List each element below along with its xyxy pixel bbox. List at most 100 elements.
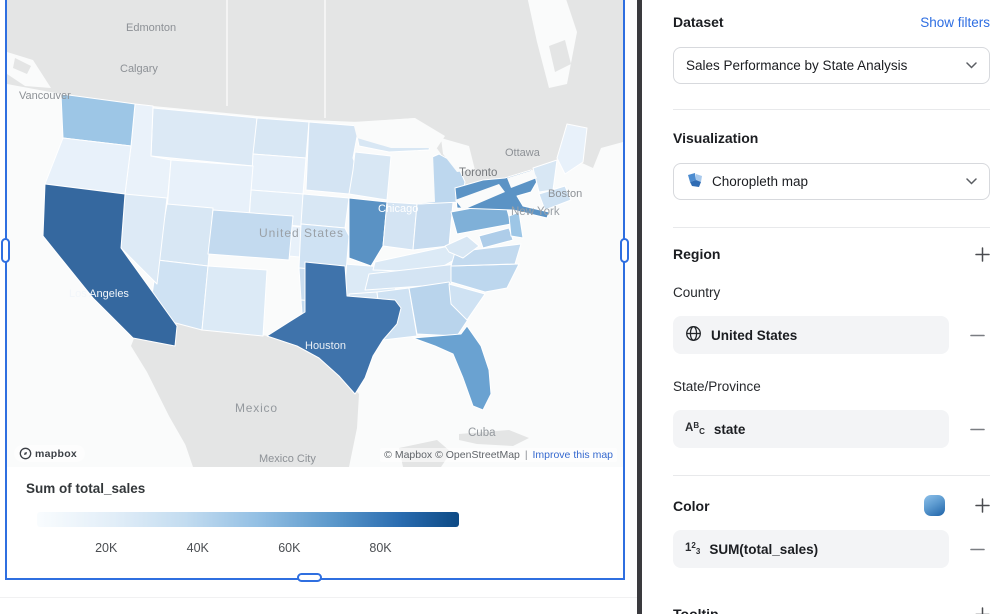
improve-map-link[interactable]: Improve this map <box>532 449 613 461</box>
add-color-field-button[interactable] <box>975 498 990 513</box>
resize-handle-bottom[interactable] <box>297 573 322 582</box>
lake-huron <box>441 138 475 172</box>
dataset-select[interactable]: Sales Performance by State Analysis <box>673 47 990 84</box>
state-province-label: State/Province <box>673 379 761 394</box>
section-divider <box>673 227 990 228</box>
legend-tick-label: 20K <box>95 541 118 555</box>
visualization-header-row: Visualization <box>673 130 990 146</box>
color-gradient-swatch[interactable] <box>924 495 945 516</box>
lake-ontario <box>507 170 537 188</box>
country-field-pill[interactable]: United States <box>673 316 949 354</box>
great-lakes <box>353 118 537 210</box>
remove-country-field-button[interactable] <box>970 334 985 337</box>
state-nd <box>252 117 310 159</box>
state-co <box>207 209 294 261</box>
chevron-down-icon <box>966 62 977 69</box>
legend-tick-label: 60K <box>278 541 301 555</box>
choropleth-map[interactable]: CanadaEdmontonCalgaryVancouverOttawaToro… <box>7 0 623 467</box>
region-header-row: Region <box>673 246 990 262</box>
remove-state-field-button[interactable] <box>970 428 985 431</box>
color-field-value: SUM(total_sales) <box>709 541 819 557</box>
dataset-select-value: Sales Performance by State Analysis <box>686 58 908 73</box>
mexico-mainland <box>147 314 359 467</box>
panel-resize-divider[interactable] <box>637 0 642 614</box>
state-mo <box>298 223 350 273</box>
state-wi <box>348 151 392 201</box>
legend-tick-label: 80K <box>369 541 392 555</box>
globe-icon <box>685 325 702 345</box>
country-label: Country <box>673 285 721 300</box>
map-attribution: © Mapbox © OpenStreetMap | Improve this … <box>380 448 617 462</box>
legend-title: Sum of total_sales <box>26 481 146 496</box>
island <box>13 58 31 74</box>
visualization-select[interactable]: Choropleth map <box>673 163 990 200</box>
mapbox-attribution-link[interactable]: © Mapbox <box>384 449 433 461</box>
color-header-row: Color <box>673 495 990 516</box>
us-choropleth-svg[interactable] <box>7 0 623 467</box>
visualization-select-value: Choropleth map <box>712 174 809 189</box>
state-nj <box>508 211 524 239</box>
lake-michigan <box>415 150 435 204</box>
legend-ticks: 20K 40K 60K 80K <box>37 541 459 557</box>
show-filters-link[interactable]: Show filters <box>920 14 990 30</box>
state-sc <box>448 283 486 321</box>
map-legend: Sum of total_sales 20K 40K 60K 80K <box>7 467 623 577</box>
state-ca <box>42 183 178 347</box>
mapbox-logo-text: mapbox <box>35 447 78 460</box>
state-sd <box>250 153 307 195</box>
state-wv <box>444 235 480 259</box>
lake-erie <box>455 184 505 210</box>
minus-icon <box>970 334 985 336</box>
minus-icon <box>970 548 985 550</box>
section-divider <box>673 475 990 476</box>
dataset-header-row: Dataset Show filters <box>673 14 990 30</box>
remove-color-field-button[interactable] <box>970 548 985 551</box>
state-il <box>348 197 388 267</box>
state-md <box>478 227 514 249</box>
canada-landmass <box>7 0 623 190</box>
state-ia <box>300 193 350 229</box>
state-ma-ct <box>538 185 572 211</box>
lake-superior <box>353 118 445 148</box>
plus-icon <box>975 498 990 513</box>
attribution-separator: | <box>524 449 528 461</box>
region-heading: Region <box>673 246 721 262</box>
plus-icon <box>975 606 990 614</box>
legend-gradient-bar <box>37 512 459 527</box>
bay-island <box>549 40 571 72</box>
tooltip-heading: Tooltip <box>673 606 719 614</box>
country-field-value: United States <box>711 327 798 343</box>
osm-attribution-link[interactable]: © OpenStreetMap <box>435 449 520 461</box>
plus-icon <box>975 246 990 262</box>
country-field-row: United States <box>673 316 990 354</box>
canvas-gridline <box>0 597 637 598</box>
chevron-down-icon <box>966 178 977 185</box>
state-fl <box>412 325 492 411</box>
map-card[interactable]: CanadaEdmontonCalgaryVancouverOttawaToro… <box>5 0 625 580</box>
mapbox-logo-icon <box>19 447 32 460</box>
section-divider <box>673 109 990 110</box>
minus-icon <box>970 428 985 430</box>
state-field-value: state <box>713 421 746 437</box>
tooltip-header-row: Tooltip <box>673 606 990 614</box>
baja-peninsula <box>131 336 203 458</box>
mapbox-logo[interactable]: mapbox <box>14 445 86 462</box>
resize-handle-left[interactable] <box>1 238 10 263</box>
visualization-heading: Visualization <box>673 130 759 146</box>
add-region-field-button[interactable] <box>975 246 990 262</box>
state-tx <box>266 261 402 395</box>
state-oh <box>412 201 454 251</box>
add-tooltip-field-button[interactable] <box>975 606 990 614</box>
settings-panel: Dataset Show filters Sales Performance b… <box>642 0 1000 614</box>
state-tn <box>364 263 458 291</box>
state-mt <box>150 107 258 167</box>
resize-handle-right[interactable] <box>620 238 629 263</box>
dashboard-canvas[interactable]: CanadaEdmontonCalgaryVancouverOttawaToro… <box>0 0 637 614</box>
state-me <box>556 123 588 175</box>
state-in <box>382 201 418 251</box>
